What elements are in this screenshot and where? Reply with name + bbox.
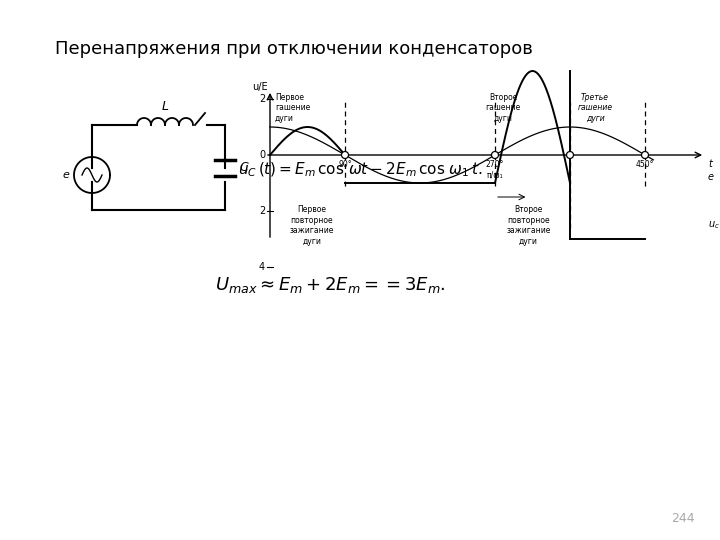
Text: t: t <box>708 159 712 169</box>
Text: 4: 4 <box>259 262 265 272</box>
Text: 2: 2 <box>258 94 265 104</box>
Text: 0: 0 <box>259 150 265 160</box>
Text: Первое
повторное
зажигание
дуги: Первое повторное зажигание дуги <box>289 205 334 246</box>
Text: $u_c$: $u_c$ <box>708 219 720 231</box>
Text: e: e <box>62 170 69 180</box>
Text: u/E: u/E <box>252 82 268 92</box>
Circle shape <box>642 152 649 159</box>
Text: Третье
гашение
дуги: Третье гашение дуги <box>577 93 613 123</box>
Text: 244: 244 <box>671 512 695 525</box>
Circle shape <box>492 152 498 159</box>
Text: Второе
повторное
зажигание
дуги: Второе повторное зажигание дуги <box>506 205 551 246</box>
Text: 450°: 450° <box>636 160 654 169</box>
Text: e: e <box>708 172 714 183</box>
Text: $U_{max} \approx E_m + 2E_m == 3E_m.$: $U_{max} \approx E_m + 2E_m == 3E_m.$ <box>215 275 445 295</box>
Text: $u_C\,(t) = E_m\,\cos\,\omega t - 2E_m\,\cos\,\omega_1\,t.$: $u_C\,(t) = E_m\,\cos\,\omega t - 2E_m\,… <box>238 161 482 179</box>
Circle shape <box>567 152 574 159</box>
Text: 2: 2 <box>258 206 265 216</box>
Text: L: L <box>161 100 168 113</box>
Text: 270°
π/ω₁: 270° π/ω₁ <box>486 160 504 179</box>
Circle shape <box>341 152 348 159</box>
Text: Первое
гашение
дуги: Первое гашение дуги <box>275 93 310 123</box>
Text: C: C <box>239 161 248 174</box>
Text: 90°: 90° <box>338 160 352 169</box>
Text: Перенапряжения при отключении конденсаторов: Перенапряжения при отключении конденсато… <box>55 40 533 58</box>
Text: Второе
гашение
дуги: Второе гашение дуги <box>486 93 521 123</box>
